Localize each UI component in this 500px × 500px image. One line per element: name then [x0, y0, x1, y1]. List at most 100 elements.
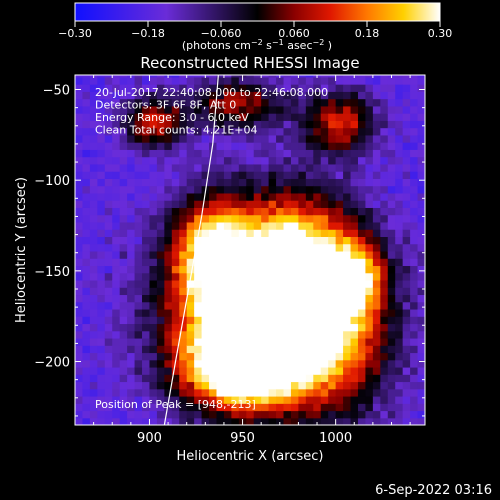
heatmap-cell: [350, 352, 359, 361]
heatmap-cell: [276, 417, 285, 425]
heatmap-cell: [223, 75, 232, 78]
heatmap-cell: [112, 374, 121, 383]
heatmap-cell: [350, 185, 359, 194]
heatmap-cell: [395, 221, 404, 230]
heatmap-cell: [179, 308, 188, 317]
heatmap-cell: [253, 84, 262, 92]
heatmap-cell: [313, 163, 322, 172]
heatmap-cell: [343, 156, 352, 165]
heatmap-cell: [313, 388, 322, 397]
heatmap-cell: [201, 171, 210, 179]
heatmap-cell: [350, 308, 359, 317]
heatmap-cell: [276, 113, 285, 121]
heatmap-cell: [97, 403, 106, 412]
heatmap-cell: [171, 221, 180, 230]
heatmap-cell: [417, 359, 425, 368]
heatmap-cell: [89, 207, 98, 216]
heatmap-cell: [417, 301, 425, 310]
heatmap-cell: [305, 120, 314, 129]
heatmap-cell: [82, 156, 91, 165]
heatmap-cell: [97, 98, 106, 107]
heatmap-cell: [246, 163, 255, 172]
heatmap-cell: [238, 308, 247, 317]
heatmap-cell: [387, 395, 396, 404]
heatmap-cell: [372, 156, 381, 165]
heatmap-cell: [357, 75, 367, 78]
heatmap-cell: [372, 221, 381, 230]
heatmap-cell: [387, 221, 396, 230]
heatmap-cell: [402, 84, 411, 92]
heatmap-cell: [402, 381, 411, 390]
heatmap-cell: [246, 98, 255, 107]
heatmap-cell: [238, 316, 247, 325]
heatmap-cell: [290, 366, 300, 375]
heatmap-cell: [268, 265, 277, 274]
heatmap-cell: [402, 91, 411, 100]
heatmap-cell: [350, 149, 359, 158]
heatmap-cell: [75, 192, 84, 201]
heatmap-cell: [231, 149, 240, 158]
heatmap-cell: [357, 163, 367, 172]
heatmap-cell: [402, 142, 411, 150]
heatmap-cell: [283, 294, 292, 303]
heatmap-cell: [283, 142, 292, 150]
heatmap-cell: [112, 178, 121, 187]
heatmap-cell: [231, 76, 240, 85]
heatmap-cell: [209, 366, 218, 375]
heatmap-cell: [216, 337, 225, 346]
heatmap-cell: [216, 374, 225, 383]
heatmap-cell: [365, 287, 374, 296]
heatmap-cell: [89, 229, 98, 237]
heatmap-cell: [194, 113, 203, 121]
heatmap-cell: [380, 142, 389, 150]
heatmap-cell: [268, 214, 277, 223]
heatmap-cell: [112, 265, 121, 274]
heatmap-cell: [75, 294, 84, 303]
heatmap-cell: [246, 200, 255, 208]
heatmap-cell: [179, 417, 188, 425]
heatmap-cell: [410, 214, 419, 223]
heatmap-cell: [320, 120, 329, 129]
heatmap-cell: [276, 171, 285, 179]
heatmap-cell: [276, 330, 285, 339]
heatmap-cell: [209, 207, 218, 216]
heatmap-cell: [395, 265, 404, 274]
heatmap-cell: [276, 120, 285, 129]
heatmap-cell: [97, 229, 106, 237]
heatmap-cell: [410, 403, 419, 412]
heatmap-cell: [268, 84, 277, 92]
heatmap-cell: [127, 127, 136, 136]
heatmap-cell: [276, 258, 285, 267]
heatmap-cell: [365, 330, 374, 339]
heatmap-cell: [127, 272, 136, 281]
heatmap-cell: [104, 91, 113, 100]
heatmap-cell: [253, 214, 262, 223]
heatmap-cell: [112, 381, 121, 390]
heatmap-cell: [171, 308, 180, 317]
heatmap-cell: [223, 98, 232, 107]
heatmap-cell: [276, 301, 285, 310]
heatmap-cell: [82, 127, 91, 136]
heatmap-cell: [350, 105, 359, 114]
heatmap-cell: [402, 163, 411, 172]
heatmap-cell: [305, 330, 314, 339]
heatmap-cell: [253, 330, 262, 339]
heatmap-cell: [305, 163, 314, 172]
heatmap-cell: [201, 207, 210, 216]
annotation-line: Detectors: 3F 6F 8F, Att 0: [95, 99, 236, 112]
heatmap-cell: [246, 345, 255, 354]
heatmap-cell: [395, 316, 404, 325]
heatmap-cell: [179, 142, 188, 150]
heatmap-cell: [276, 287, 285, 296]
heatmap-cell: [194, 403, 203, 412]
heatmap-cell: [112, 316, 121, 325]
heatmap-cell: [216, 236, 225, 245]
heatmap-cell: [357, 98, 367, 107]
heatmap-cell: [156, 200, 165, 208]
heatmap-cell: [82, 113, 91, 121]
heatmap-cell: [194, 178, 203, 187]
heatmap-cell: [179, 388, 188, 397]
heatmap-cell: [119, 330, 128, 339]
heatmap-cell: [156, 301, 165, 310]
heatmap-cell: [246, 105, 255, 114]
